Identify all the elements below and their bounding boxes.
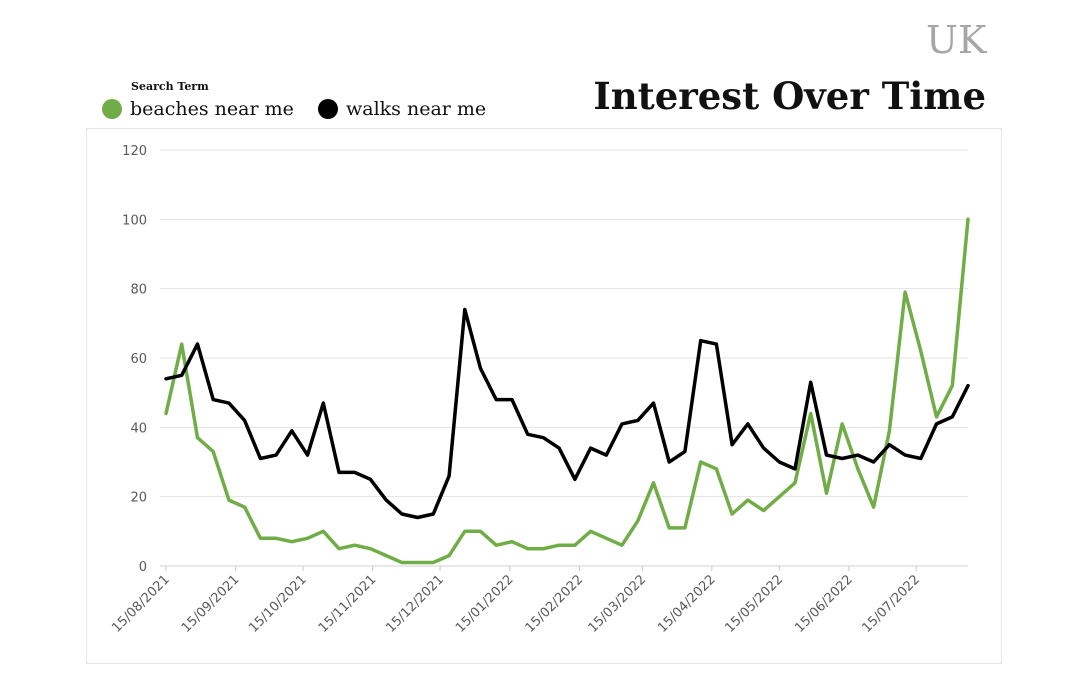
y-tick-label: 0: [139, 560, 147, 575]
x-tick-label: 15/06/2022: [792, 572, 856, 636]
legend-heading: Search Term: [131, 80, 209, 93]
y-tick-label: 100: [122, 213, 147, 228]
x-tick-label: 15/05/2022: [723, 572, 787, 636]
region-label: UK: [926, 18, 987, 62]
series-lines: [164, 217, 970, 565]
y-tick-label: 120: [122, 144, 147, 159]
y-tick-label: 40: [130, 421, 147, 436]
y-tick-label: 80: [130, 283, 147, 298]
chart-frame: [86, 128, 1002, 664]
legend-label-walks: walks near me: [346, 98, 487, 120]
x-axis-ticks: 15/08/2021 15/09/2021 15/10/2021 15/11/2021…: [109, 566, 923, 636]
legend-item-beaches: beaches near me: [102, 96, 294, 122]
y-axis-ticks: 0 20 40 60 80 100 120: [122, 144, 147, 575]
x-tick-label: 15/10/2021: [246, 572, 310, 636]
x-tick-label: 15/09/2021: [179, 572, 243, 636]
x-tick-label: 15/12/2021: [383, 572, 447, 636]
x-tick-label: 15/03/2022: [586, 572, 650, 636]
series-line-walks: [164, 307, 970, 520]
x-tick-label: 15/01/2022: [453, 572, 517, 636]
legend-item-walks: walks near me: [318, 96, 486, 122]
y-tick-label: 60: [130, 352, 147, 367]
series-line-beaches: [164, 217, 970, 565]
x-tick-label: 15/07/2022: [859, 572, 923, 636]
x-tick-label: 15/08/2021: [109, 572, 173, 636]
y-tick-label: 20: [130, 491, 147, 506]
gridlines: [160, 149, 968, 567]
x-tick-label: 15/04/2022: [655, 572, 719, 636]
x-tick-label: 15/02/2022: [523, 572, 587, 636]
x-tick-label: 15/11/2021: [316, 572, 380, 636]
legend-label-beaches: beaches near me: [130, 98, 294, 120]
legend-dot-beaches-icon: [102, 99, 122, 119]
legend-dot-walks-icon: [318, 99, 338, 119]
chart-title: Interest Over Time: [593, 74, 986, 118]
